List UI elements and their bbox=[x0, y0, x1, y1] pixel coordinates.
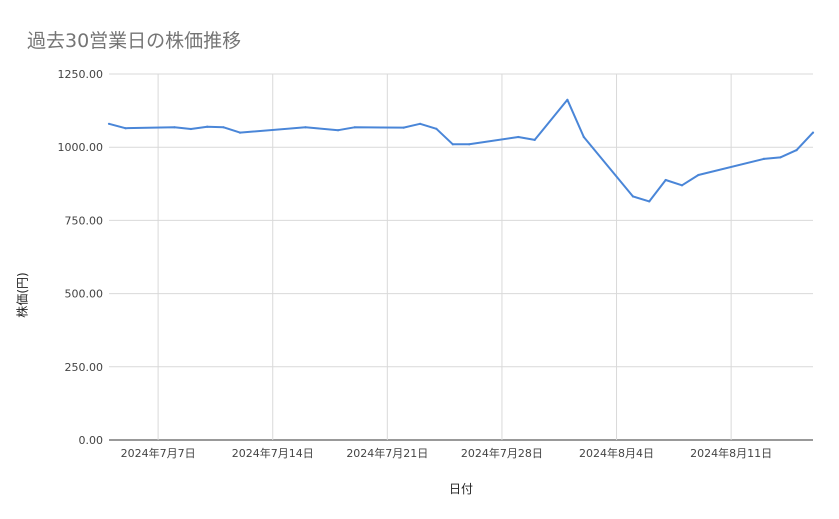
x-tick-label: 2024年8月4日 bbox=[579, 446, 654, 460]
data-point bbox=[124, 127, 127, 130]
data-point bbox=[402, 126, 405, 129]
y-tick-label: 250.00 bbox=[65, 361, 104, 374]
x-tick-label: 2024年7月7日 bbox=[121, 446, 196, 460]
data-point bbox=[173, 126, 176, 129]
data-point bbox=[811, 131, 815, 134]
y-axis-ticks: 0.00 250.00 500.00 750.00 1000.00 1250.00 bbox=[58, 68, 104, 447]
data-point bbox=[419, 122, 422, 125]
data-point bbox=[762, 157, 766, 160]
data-point bbox=[582, 135, 585, 139]
y-tick-label: 1000.00 bbox=[58, 141, 104, 154]
data-point bbox=[631, 195, 635, 198]
data-point bbox=[680, 184, 684, 187]
data-point bbox=[533, 138, 536, 141]
data-point bbox=[468, 143, 471, 146]
data-point bbox=[304, 126, 307, 129]
data-point bbox=[795, 149, 798, 152]
x-tick-label: 2024年8月11日 bbox=[690, 446, 772, 460]
series-group bbox=[107, 98, 815, 203]
y-tick-label: 500.00 bbox=[65, 288, 104, 301]
grid-lines bbox=[109, 73, 813, 441]
data-point bbox=[107, 122, 111, 125]
x-tick-label: 2024年7月14日 bbox=[232, 446, 314, 460]
y-tick-label: 1250.00 bbox=[58, 68, 104, 81]
data-point bbox=[779, 156, 782, 159]
data-point bbox=[664, 178, 667, 182]
data-point bbox=[566, 98, 569, 101]
y-axis-label: 株価(円) bbox=[15, 272, 30, 318]
data-point bbox=[337, 129, 340, 132]
chart-title: 過去30営業日の株価推移 bbox=[27, 30, 242, 52]
series-line bbox=[108, 98, 814, 203]
data-point bbox=[353, 126, 356, 129]
x-tick-label: 2024年7月28日 bbox=[461, 446, 543, 460]
y-tick-label: 0.00 bbox=[79, 434, 104, 447]
data-point bbox=[697, 173, 700, 177]
data-point bbox=[238, 131, 242, 134]
x-axis-label: 日付 bbox=[448, 482, 474, 496]
data-point bbox=[189, 127, 192, 131]
data-point bbox=[648, 200, 651, 203]
data-point bbox=[222, 126, 225, 129]
data-point bbox=[451, 143, 454, 146]
data-point bbox=[206, 125, 209, 128]
data-point bbox=[517, 135, 520, 139]
y-tick-label: 750.00 bbox=[65, 214, 104, 227]
data-point bbox=[435, 127, 438, 130]
x-axis-ticks: 2024年7月7日 2024年7月14日 2024年7月21日 2024年7月28日 2… bbox=[121, 446, 773, 460]
x-tick-label: 2024年7月21日 bbox=[346, 446, 428, 460]
